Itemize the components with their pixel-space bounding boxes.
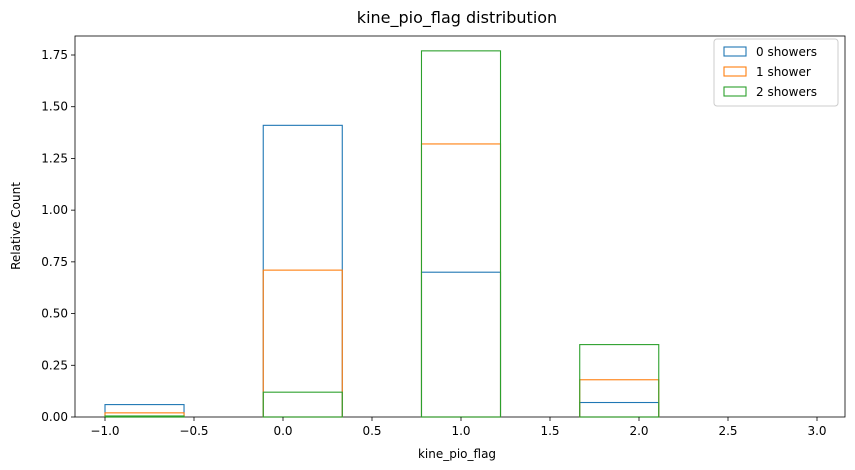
y-axis-label: Relative Count <box>9 182 23 270</box>
y-tick-label: 1.25 <box>41 151 68 165</box>
x-tick-label: 3.0 <box>807 424 826 438</box>
x-tick-label: 1.5 <box>540 424 559 438</box>
legend-label: 1 shower <box>756 65 811 79</box>
x-tick-label: 2.5 <box>718 424 737 438</box>
y-tick-label: 0.50 <box>41 307 68 321</box>
chart-title: kine_pio_flag distribution <box>357 8 557 28</box>
histogram-bar <box>579 344 660 418</box>
x-tick-label: 0.5 <box>362 424 381 438</box>
y-tick-label: 1.50 <box>41 100 68 114</box>
x-tick-label: −0.5 <box>179 424 208 438</box>
x-tick-label: 0.0 <box>273 424 292 438</box>
y-tick-label: 0.25 <box>41 358 68 372</box>
y-tick-label: 1.00 <box>41 203 68 217</box>
x-tick-label: −1.0 <box>90 424 119 438</box>
histogram-bar <box>104 415 185 418</box>
legend-swatch <box>723 86 747 97</box>
x-tick-label: 2.0 <box>629 424 648 438</box>
y-tick-label: 0.00 <box>41 410 68 424</box>
y-tick-label: 0.75 <box>41 255 68 269</box>
legend-swatch <box>723 46 747 57</box>
histogram-bar <box>262 391 343 418</box>
x-tick-label: 1.0 <box>451 424 470 438</box>
legend: 0 showers 1 shower 2 showers <box>713 38 839 107</box>
legend-label: 2 showers <box>756 85 817 99</box>
y-tick-label: 1.75 <box>41 48 68 62</box>
plot-area: −1.0 −0.5 0.0 0.5 1.0 1.5 2.0 2.5 3.0 0.00 0.25 0.5… <box>41 35 846 438</box>
x-axis-label: kine_pio_flag <box>418 447 496 461</box>
legend-swatch <box>723 66 747 77</box>
legend-label: 0 showers <box>756 45 817 59</box>
